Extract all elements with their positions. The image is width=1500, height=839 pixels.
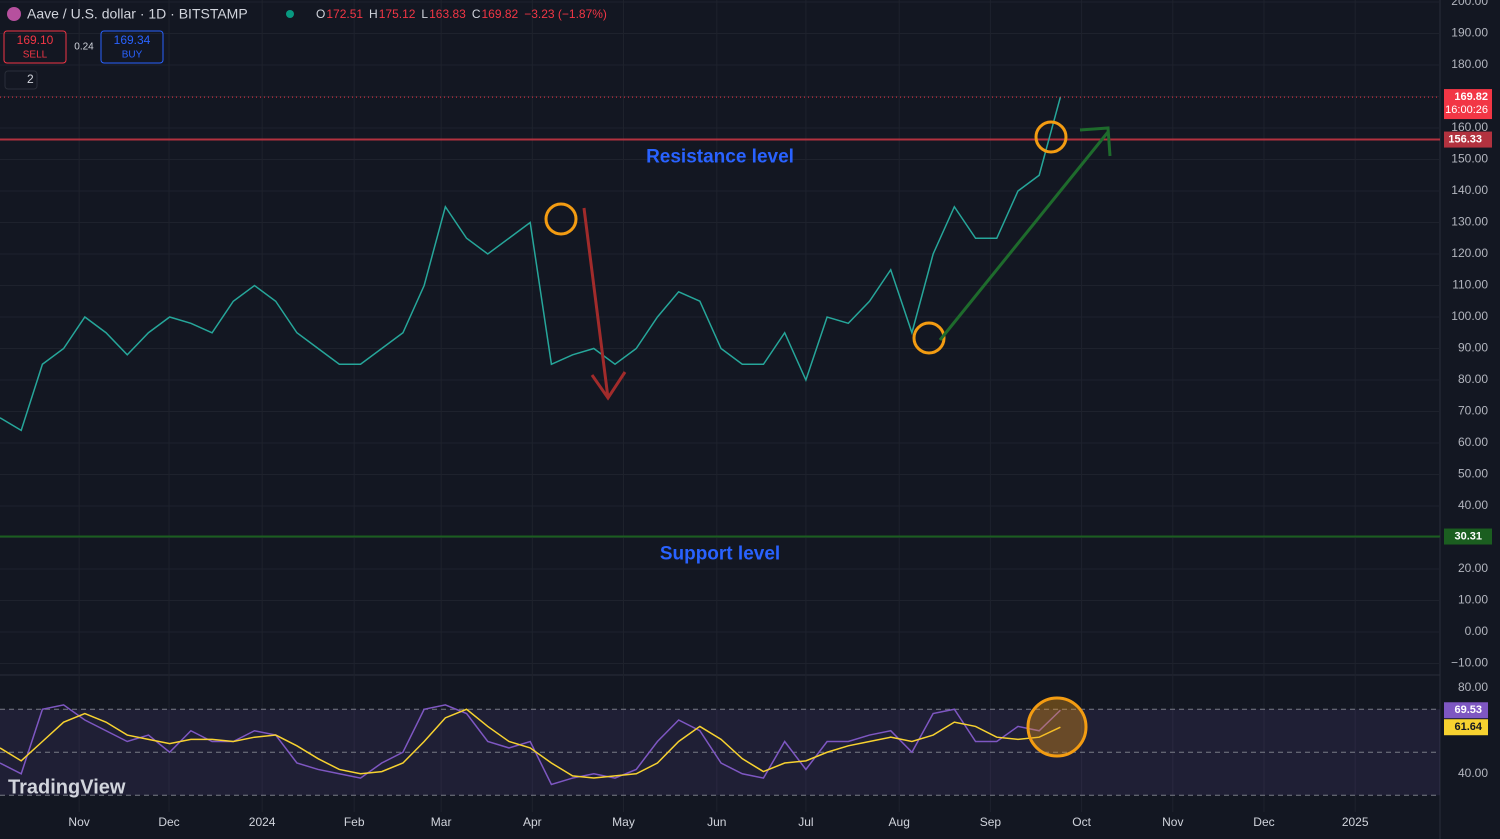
annotations xyxy=(544,120,1112,758)
x-tick-label: 2025 xyxy=(1342,815,1369,829)
plot xyxy=(0,0,1440,812)
y-tick-label: 150.00 xyxy=(1451,152,1488,166)
y-tick-label: 100.00 xyxy=(1451,309,1488,323)
ohlc-value: 172.51 xyxy=(326,7,363,21)
x-tick-label: Mar xyxy=(431,815,452,829)
market-status xyxy=(286,10,294,18)
symbol: Aave / U.S. dollar · 1D · BITSTAMP xyxy=(27,6,248,22)
y-tick-label: 80.00 xyxy=(1458,680,1488,694)
y-tick-label: 200.00 xyxy=(1451,0,1488,8)
y-tick-label: 140.00 xyxy=(1451,183,1488,197)
series-line xyxy=(0,96,1062,432)
ohlc-value: 175.12 xyxy=(379,7,416,21)
level-name: Support level xyxy=(660,544,780,565)
y-tick-label: 0.00 xyxy=(1465,624,1489,638)
buy-price[interactable]: 169.34 xyxy=(114,33,151,47)
y-tick-label: 80.00 xyxy=(1458,372,1488,386)
y-tick-label: 120.00 xyxy=(1451,246,1488,260)
x-tick-label: Oct xyxy=(1072,815,1091,829)
y-tick-label: 90.00 xyxy=(1458,341,1488,355)
indicator-count[interactable]: 2 xyxy=(27,72,34,86)
y-tick-label: 130.00 xyxy=(1451,215,1488,229)
x-tick-label: Jun xyxy=(707,815,726,829)
y-tick-label: 20.00 xyxy=(1458,561,1488,575)
sell-price[interactable]: 169.10 xyxy=(17,33,54,47)
level-tag-label: 156.33 xyxy=(1448,133,1482,145)
x-tick-label: Nov xyxy=(68,815,89,829)
series-line xyxy=(0,708,1061,779)
ohlc-key: H xyxy=(369,7,378,21)
rsi-tag xyxy=(1444,719,1488,736)
y-tick-label: 40.00 xyxy=(1458,766,1488,780)
ohlc-value: 169.82 xyxy=(481,7,518,21)
down-arrow xyxy=(582,207,627,401)
y-tick-label: 160.00 xyxy=(1451,120,1488,134)
ohlc-value: 163.83 xyxy=(429,7,466,21)
y-tick-label: 70.00 xyxy=(1458,404,1488,418)
circle-marker xyxy=(544,202,578,236)
x-tick-label: 2024 xyxy=(249,815,276,829)
indicators-toggle[interactable] xyxy=(4,70,38,90)
x-tick-label: Dec xyxy=(158,815,179,829)
level-tag-label: 30.31 xyxy=(1454,530,1482,542)
spread: 0.24 xyxy=(74,42,94,53)
x-tick-label: Aug xyxy=(889,815,910,829)
ohlc-key: C xyxy=(472,7,481,21)
x-tick-label: May xyxy=(612,815,635,829)
y-tick-label: 190.00 xyxy=(1451,26,1488,40)
header: Aave / U.S. dollar · 1D · BITSTAMP 169.1… xyxy=(3,6,294,798)
x-tick-label: Feb xyxy=(344,815,365,829)
circle-marker xyxy=(912,321,946,355)
rsi-tag-label: 69.53 xyxy=(1454,704,1482,716)
ohlc-key: L xyxy=(421,7,428,21)
countdown: 16:00:26 xyxy=(1445,104,1488,116)
level-tag xyxy=(1444,528,1492,545)
up-arrow xyxy=(938,126,1112,341)
series-line xyxy=(0,704,1061,786)
level-tag xyxy=(1444,131,1492,148)
x-tick-label: Sep xyxy=(980,815,1002,829)
y-tick-label: 110.00 xyxy=(1452,278,1488,292)
circle-marker xyxy=(1034,120,1068,154)
rsi-tag xyxy=(1444,702,1488,719)
change: −3.23 (−1.87%) xyxy=(524,7,607,21)
circle-marker xyxy=(1026,696,1088,758)
level-name: Resistance level xyxy=(646,147,794,168)
y-tick-label: −10.00 xyxy=(1451,656,1488,670)
price-tag-label: 169.82 xyxy=(1454,91,1488,103)
symbol-icon xyxy=(7,7,21,21)
buy-button[interactable] xyxy=(100,30,164,64)
x-tick-label: Dec xyxy=(1253,815,1274,829)
x-tick-label: Apr xyxy=(523,815,542,829)
y-tick-label: 60.00 xyxy=(1458,435,1488,449)
price-tag xyxy=(1444,89,1492,120)
ohlc-key: O xyxy=(316,7,325,21)
x-tick-label: Nov xyxy=(1162,815,1183,829)
y-tick-label: 40.00 xyxy=(1458,498,1488,512)
sell-button[interactable] xyxy=(3,30,67,64)
rsi-tag-label: 61.64 xyxy=(1454,721,1482,733)
buy-label[interactable]: BUY xyxy=(122,50,143,61)
y-tick-label: 180.00 xyxy=(1451,57,1488,71)
x-tick-label: Jul xyxy=(798,815,813,829)
logo: TradingView xyxy=(8,776,126,798)
y-tick-label: 10.00 xyxy=(1458,593,1488,607)
sell-label[interactable]: SELL xyxy=(23,50,48,61)
y-tick-label: 50.00 xyxy=(1458,467,1488,481)
